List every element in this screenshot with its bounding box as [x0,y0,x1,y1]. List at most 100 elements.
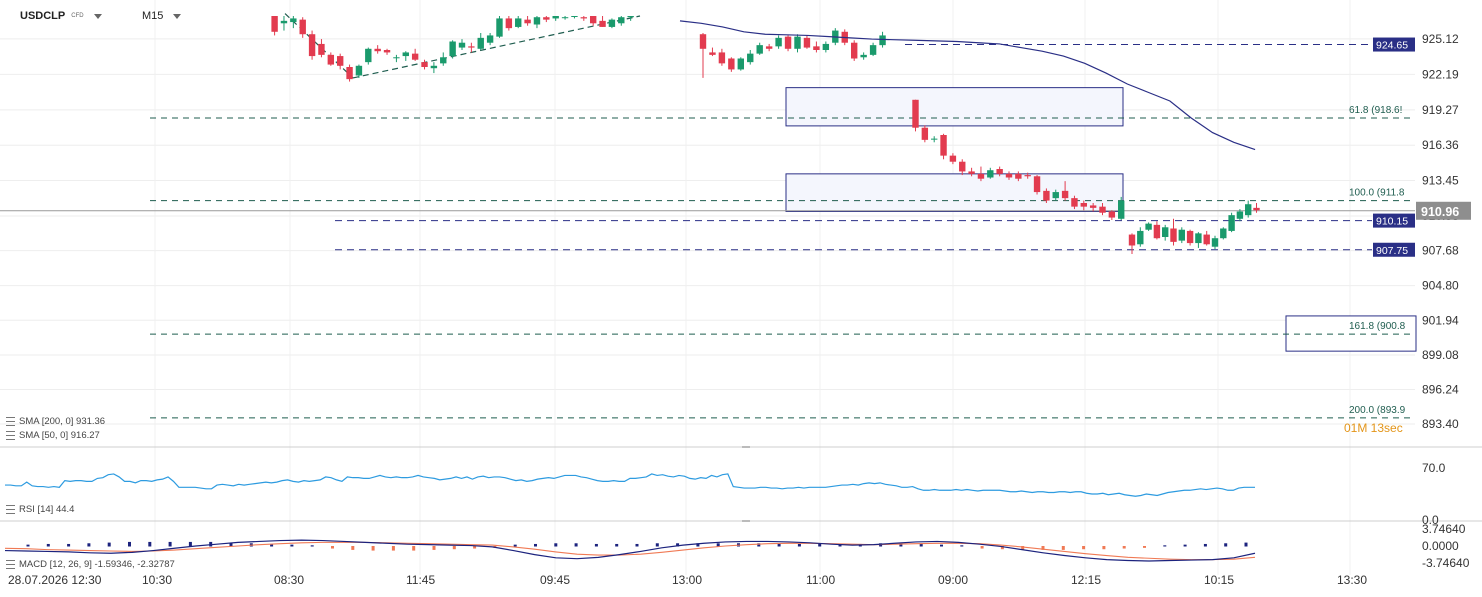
candle-down [1015,173,1022,179]
macd-legend[interactable]: MACD [12, 26, 9] -1.59346, -2.32787 [6,559,175,570]
candle-up [822,43,830,50]
macd-histogram-bar [351,546,355,550]
price-level-tag [1373,37,1415,52]
pane-resize-handle[interactable] [742,520,750,522]
macd-histogram-bar [777,543,781,547]
candle-down [977,173,985,179]
candle-down [921,127,929,140]
macd-histogram-bar [818,543,822,547]
macd-histogram-bar [797,543,801,547]
trendline [284,13,354,79]
macd-histogram-bar [1122,546,1126,549]
price-tick-label: 896.24 [1422,383,1459,397]
candle-up [1236,211,1244,219]
candle-up [1137,230,1144,245]
candle-down [1061,190,1069,199]
macd-histogram-bar [412,546,416,551]
candle-down [765,46,773,49]
macd-histogram-bar [188,541,192,547]
rsi-legend[interactable]: RSI [14] 44.4 [6,504,74,515]
candle-down [851,42,858,59]
candles-group [271,16,1260,254]
sma200-legend[interactable]: SMA [200, 0] 931.36 [6,416,105,427]
candle-up [1220,228,1227,239]
candle-down [1089,205,1097,208]
macd-histogram-bar [391,546,395,551]
macd-histogram-bar [919,543,923,547]
price-level-tag-label: 910.15 [1376,216,1408,228]
candle-up [571,16,578,17]
macd-histogram-bar [574,543,578,547]
macd-histogram-bar [1082,546,1086,550]
candle-up [355,65,363,76]
sma50-legend[interactable]: SMA [50, 0] 916.27 [6,430,100,441]
candle-down [1080,203,1087,207]
candle-up [1211,238,1219,247]
last-price-tag [1416,201,1471,220]
instrument-type-label: CFD [71,13,84,19]
macd-histogram-bar [554,543,558,547]
candle-up [627,16,634,18]
candle-down [1203,234,1210,245]
candle-down [784,36,792,49]
candle-up [869,45,877,55]
candle-down [543,17,550,20]
candle-up [496,18,503,37]
candle-up [879,35,886,46]
candle-up [756,45,763,54]
macd-line [4,539,1256,562]
candle-down [1170,228,1177,242]
candle-down [912,99,919,128]
price-tick-label: 907.68 [1422,244,1459,258]
timeframe-selector[interactable]: M15 [142,10,182,22]
macd-histogram-bar [107,542,111,547]
pane-resize-handle[interactable] [742,446,750,448]
time-axis-label: 13:30 [1337,573,1367,587]
macd-histogram-bar [148,541,152,547]
last-price-label: 910.96 [1421,205,1459,219]
macd-histogram-bar [838,543,842,547]
candle-up [1118,200,1125,219]
price-level-tag-label: 924.65 [1376,40,1408,52]
price-tick-label: 922.19 [1422,67,1459,81]
indicator-settings-icon[interactable] [6,431,15,440]
macd-histogram-bar [290,544,294,547]
indicator-settings-icon[interactable] [6,560,15,569]
macd-histogram-bar [655,543,659,547]
candle-down [718,52,726,64]
candle-down [1033,176,1041,193]
candle-down [996,169,1003,174]
macd-histogram-bar [128,541,131,547]
candle-down [327,54,335,65]
candle-down [1108,211,1116,218]
price-tick-label: 901.94 [1422,313,1459,327]
candle-up [931,138,938,140]
candle-down [1186,230,1194,244]
time-axis-label: 12:15 [1071,573,1101,587]
time-axis-label: 09:00 [938,573,968,587]
macd-histogram-bar [696,543,700,547]
indicator-settings-icon[interactable] [6,417,15,426]
sma50-line [679,20,1256,151]
macd-histogram-bar [1000,546,1004,550]
candle-up [515,18,522,27]
macd-histogram-bar [310,545,314,547]
macd-tick-label: -3.74640 [1422,556,1470,570]
indicator-settings-icon[interactable] [6,505,15,514]
trendline [352,15,641,79]
candle-down [599,20,606,27]
candle-down [728,58,735,70]
candle-up [1145,223,1152,230]
rsi-tick-label: 0.0 [1422,513,1439,527]
candle-up [1228,215,1235,231]
symbol-selector[interactable]: USDCLP CFD [20,10,102,22]
candle-down [968,171,975,174]
candle-down [709,52,716,55]
time-axis-label: 10:15 [1204,573,1234,587]
macd-tick-label: 3.74640 [1422,522,1466,536]
macd-histogram-bar [960,545,964,547]
candle-down [336,56,344,66]
sma50-label: SMA [50, 0] 916.27 [19,430,100,441]
candle-down [411,53,419,60]
